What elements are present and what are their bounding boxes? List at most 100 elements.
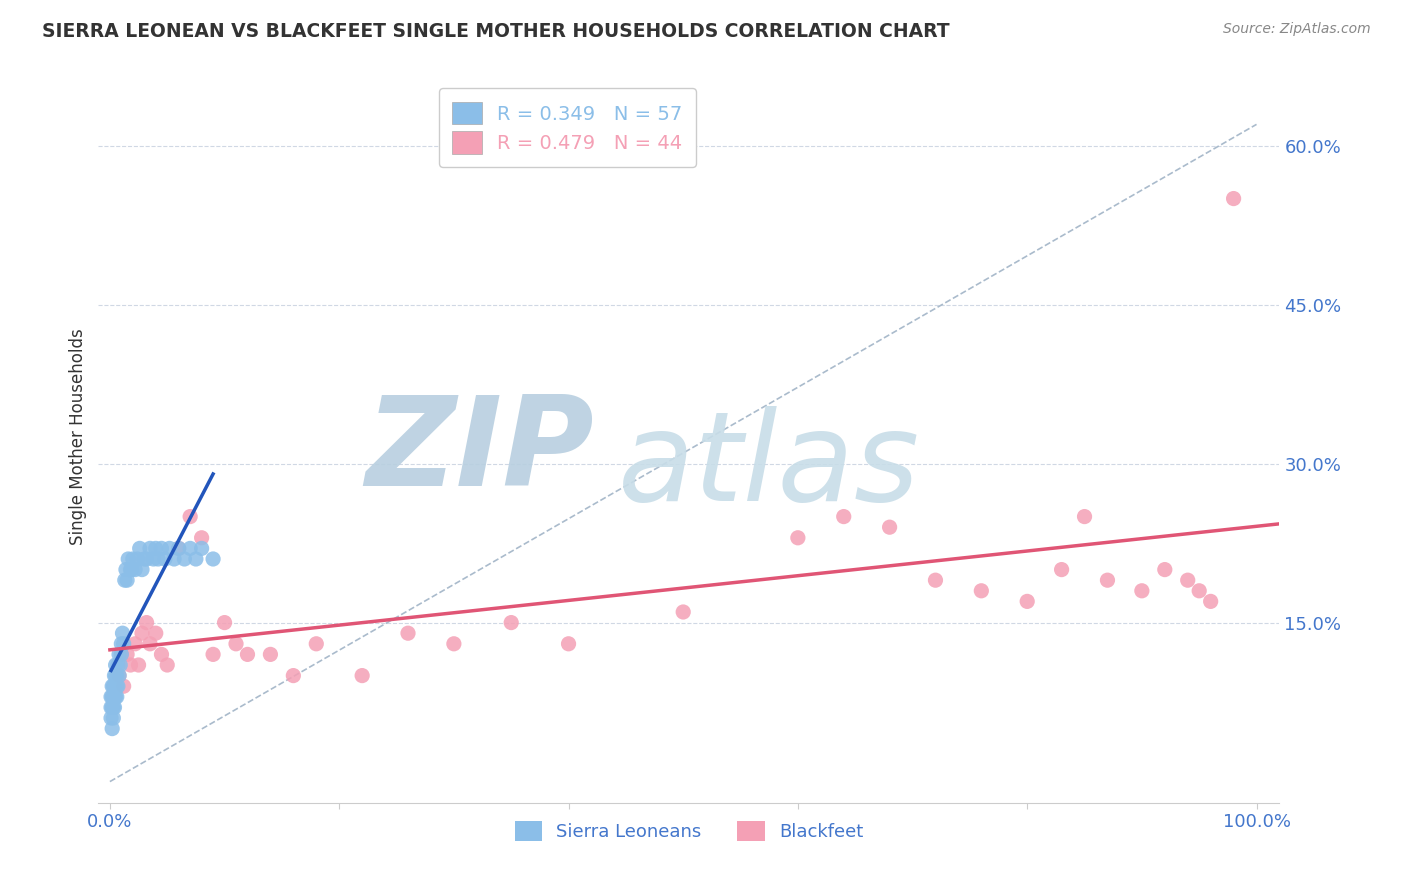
Point [786, 531, 808, 545]
Point [396, 626, 419, 640]
Point [112, 679, 135, 693]
Point [104, 658, 127, 673]
Text: ZIP: ZIP [366, 392, 595, 512]
Point [131, 626, 153, 640]
Point [115, 648, 138, 662]
Point [1017, 594, 1039, 608]
Point [101, 700, 124, 714]
Point [100, 711, 122, 725]
Point [970, 583, 993, 598]
Point [167, 541, 190, 556]
Point [139, 637, 162, 651]
Point [101, 679, 124, 693]
Point [131, 563, 153, 577]
Point [145, 541, 167, 556]
Point [156, 658, 179, 673]
Point [103, 690, 125, 704]
Point [108, 658, 131, 673]
Point [127, 552, 149, 566]
Point [501, 615, 523, 630]
Point [105, 679, 128, 693]
Point [163, 552, 186, 566]
Text: SIERRA LEONEAN VS BLACKFEET SINGLE MOTHER HOUSEHOLDS CORRELATION CHART: SIERRA LEONEAN VS BLACKFEET SINGLE MOTHE… [42, 22, 950, 41]
Text: atlas: atlas [619, 406, 920, 527]
Point [1177, 573, 1199, 587]
Point [103, 668, 125, 682]
Point [112, 637, 135, 651]
Point [190, 541, 212, 556]
Point [108, 668, 131, 682]
Point [117, 552, 139, 566]
Point [103, 679, 125, 693]
Point [124, 563, 146, 577]
Point [1188, 583, 1211, 598]
Point [111, 626, 134, 640]
Point [179, 509, 201, 524]
Point [259, 648, 281, 662]
Point [443, 637, 465, 651]
Point [179, 541, 201, 556]
Point [142, 552, 165, 566]
Point [150, 648, 173, 662]
Point [1199, 594, 1222, 608]
Point [114, 573, 136, 587]
Point [184, 552, 207, 566]
Point [107, 679, 129, 693]
Point [190, 531, 212, 545]
Point [120, 658, 142, 673]
Point [1222, 192, 1244, 206]
Point [1130, 583, 1153, 598]
Point [146, 552, 169, 566]
Point [121, 563, 143, 577]
Text: Source: ZipAtlas.com: Source: ZipAtlas.com [1223, 22, 1371, 37]
Point [150, 541, 173, 556]
Point [924, 573, 946, 587]
Point [202, 648, 225, 662]
Point [832, 509, 855, 524]
Point [110, 648, 132, 662]
Point [214, 615, 236, 630]
Point [352, 668, 374, 682]
Point [105, 668, 128, 682]
Point [135, 552, 157, 566]
Point [1153, 563, 1175, 577]
Point [101, 690, 124, 704]
Point [159, 541, 181, 556]
Point [101, 722, 124, 736]
Point [108, 668, 131, 682]
Point [100, 690, 122, 704]
Point [1073, 509, 1095, 524]
Point [110, 648, 132, 662]
Point [879, 520, 901, 534]
Point [283, 668, 305, 682]
Point [134, 552, 156, 566]
Point [128, 658, 150, 673]
Point [115, 573, 138, 587]
Point [103, 679, 125, 693]
Point [110, 637, 132, 651]
Point [1050, 563, 1073, 577]
Point [1097, 573, 1119, 587]
Legend: Sierra Leoneans, Blackfeet: Sierra Leoneans, Blackfeet [508, 814, 870, 848]
Point [236, 648, 259, 662]
Point [104, 690, 127, 704]
Point [120, 563, 142, 577]
Point [100, 700, 122, 714]
Point [153, 552, 176, 566]
Point [305, 637, 328, 651]
Point [672, 605, 695, 619]
Point [108, 648, 131, 662]
Point [557, 637, 579, 651]
Point [124, 637, 146, 651]
Point [202, 552, 225, 566]
Point [139, 541, 162, 556]
Point [105, 690, 128, 704]
Point [167, 541, 190, 556]
Point [103, 690, 125, 704]
Point [121, 552, 143, 566]
Point [135, 615, 157, 630]
Point [145, 626, 167, 640]
Y-axis label: Single Mother Households: Single Mother Households [69, 329, 87, 545]
Point [173, 552, 195, 566]
Point [103, 700, 125, 714]
